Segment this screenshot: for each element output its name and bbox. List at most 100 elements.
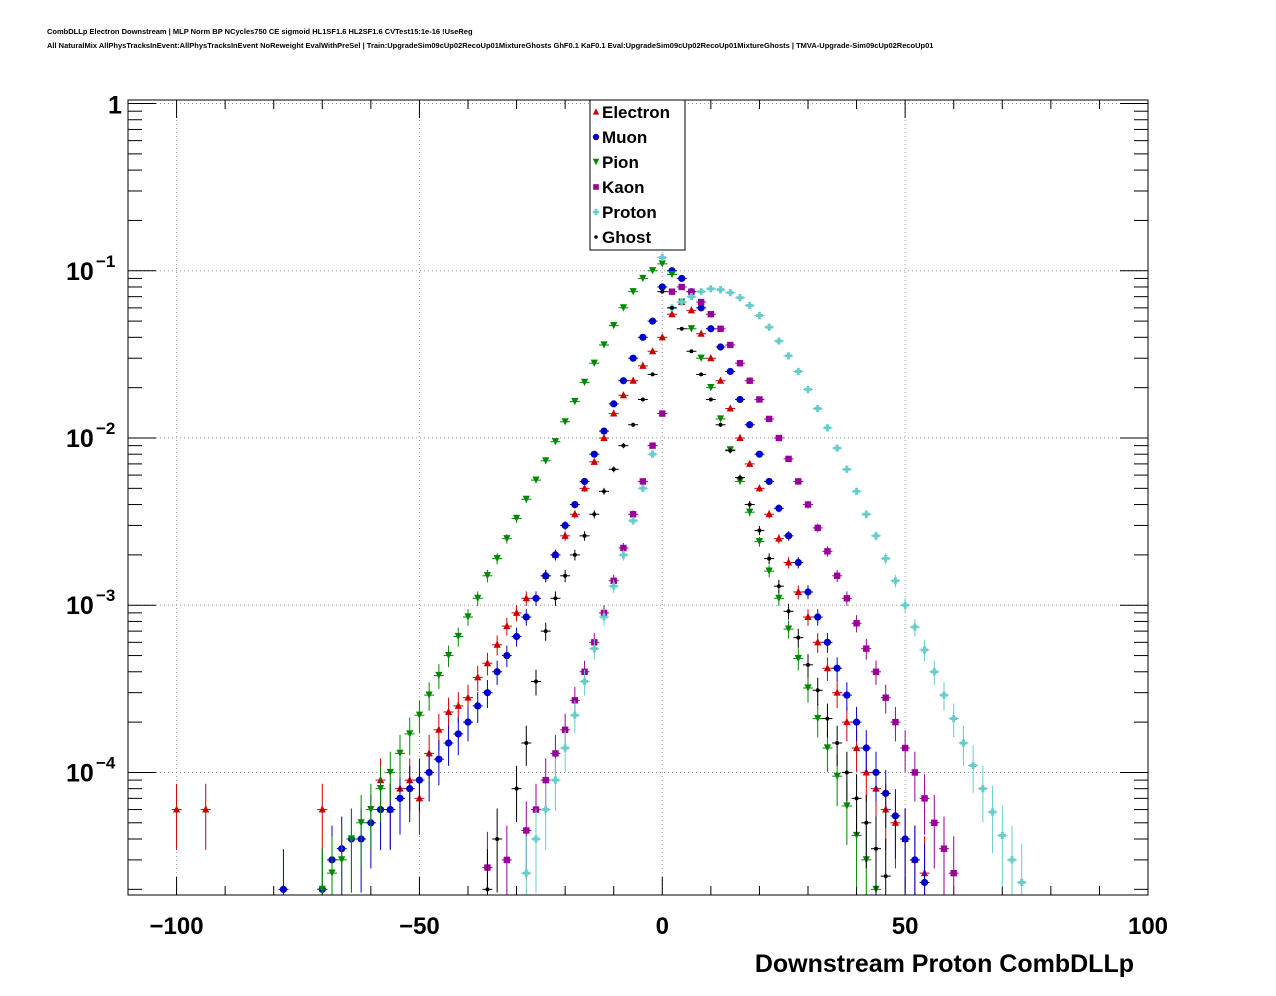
data-point-electron — [775, 534, 783, 542]
data-point-ghost — [806, 662, 810, 667]
data-point-electron — [736, 433, 744, 441]
legend-marker-kaon — [593, 184, 599, 190]
data-point-proton — [775, 337, 783, 345]
data-point-proton — [639, 484, 647, 492]
data-point-kaon — [697, 298, 705, 306]
data-point-proton — [629, 517, 637, 525]
data-point-ghost — [796, 635, 801, 640]
data-point-proton — [532, 835, 540, 843]
data-point-muon — [493, 668, 501, 676]
data-point-muon — [765, 477, 773, 486]
data-point-pion — [406, 730, 414, 738]
data-point-ghost — [485, 887, 490, 892]
data-point-proton — [1018, 878, 1026, 887]
data-point-electron — [454, 701, 462, 709]
series-pion — [317, 260, 881, 895]
data-point-proton — [920, 646, 929, 654]
data-point-ghost — [534, 679, 538, 684]
data-point-pion — [823, 744, 832, 752]
data-point-ghost — [874, 846, 878, 851]
data-point-ghost — [776, 584, 781, 589]
data-point-pion — [474, 594, 482, 602]
data-point-kaon — [542, 776, 549, 784]
data-point-proton — [852, 487, 861, 495]
data-point-muon — [425, 768, 433, 777]
y-tick-exponent-4: −4 — [96, 753, 116, 772]
data-point-electron — [648, 347, 657, 355]
data-point-proton — [600, 613, 608, 621]
data-point-ghost — [602, 489, 606, 494]
data-point-pion — [415, 711, 424, 719]
data-point-muon — [814, 613, 822, 621]
data-point-pion — [532, 476, 540, 484]
data-point-electron — [726, 404, 734, 412]
data-point-ghost — [621, 443, 626, 448]
data-point-electron — [464, 693, 472, 701]
data-point-pion — [464, 613, 472, 621]
y-tick-label-4: 10 — [66, 759, 94, 787]
data-point-kaon — [688, 288, 695, 295]
data-point-proton — [590, 645, 598, 653]
data-point-proton — [716, 286, 725, 294]
data-point-electron — [580, 484, 589, 492]
data-point-muon — [852, 718, 861, 726]
data-point-ghost — [767, 556, 772, 561]
data-point-electron — [590, 457, 598, 465]
data-point-muon — [784, 532, 793, 540]
data-point-ghost — [650, 372, 655, 377]
data-point-kaon — [736, 360, 744, 367]
data-point-muon — [843, 691, 851, 699]
data-point-pion — [338, 856, 346, 864]
data-point-electron — [862, 768, 870, 776]
data-point-muon — [911, 856, 919, 864]
data-point-ghost — [514, 786, 519, 791]
data-point-kaon — [727, 341, 734, 349]
data-point-electron — [697, 329, 705, 337]
data-point-muon — [483, 689, 492, 697]
data-point-proton — [940, 691, 948, 699]
data-point-pion — [396, 749, 404, 757]
data-point-kaon — [571, 697, 579, 704]
data-point-electron — [522, 594, 530, 602]
data-point-kaon — [717, 325, 724, 332]
data-point-pion — [571, 398, 579, 406]
data-point-kaon — [639, 478, 647, 485]
data-point-proton — [522, 869, 530, 877]
series-proton — [521, 253, 1027, 895]
data-point-pion — [493, 555, 501, 563]
data-point-proton — [872, 532, 880, 540]
data-point-pion — [639, 274, 647, 283]
data-point-kaon — [707, 310, 715, 318]
legend-label-kaon: Kaon — [602, 178, 645, 197]
data-point-muon — [648, 317, 657, 325]
data-point-pion — [610, 322, 618, 330]
data-point-kaon — [911, 769, 919, 776]
y-tick-label-1: 10 — [66, 258, 94, 286]
data-point-ghost — [631, 422, 636, 427]
legend-marker-muon — [592, 133, 600, 141]
legend-marker-electron — [592, 108, 600, 115]
data-point-ghost — [844, 770, 849, 775]
data-point-ghost — [563, 573, 568, 578]
data-point-ghost — [582, 533, 587, 538]
data-point-ghost — [553, 596, 558, 601]
data-point-pion — [357, 819, 365, 827]
chart-title-line-2: All NaturalMix AllPhysTracksInEvent:AllP… — [47, 41, 934, 50]
data-point-pion — [444, 651, 453, 660]
data-point-ghost — [699, 372, 704, 377]
data-point-ghost — [708, 397, 713, 402]
data-point-kaon — [552, 750, 559, 757]
data-point-pion — [386, 768, 394, 777]
series-muon — [278, 267, 930, 895]
data-point-muon — [678, 274, 686, 283]
legend-label-muon: Muon — [602, 128, 647, 147]
data-point-ghost — [786, 609, 791, 614]
data-point-muon — [862, 744, 870, 752]
y-tick-exponent-3: −3 — [96, 586, 115, 605]
data-point-proton — [571, 711, 579, 719]
data-point-pion — [551, 438, 560, 446]
data-point-pion — [736, 477, 744, 486]
data-point-kaon — [824, 548, 831, 555]
data-point-muon — [794, 558, 802, 567]
data-point-pion — [580, 378, 589, 387]
